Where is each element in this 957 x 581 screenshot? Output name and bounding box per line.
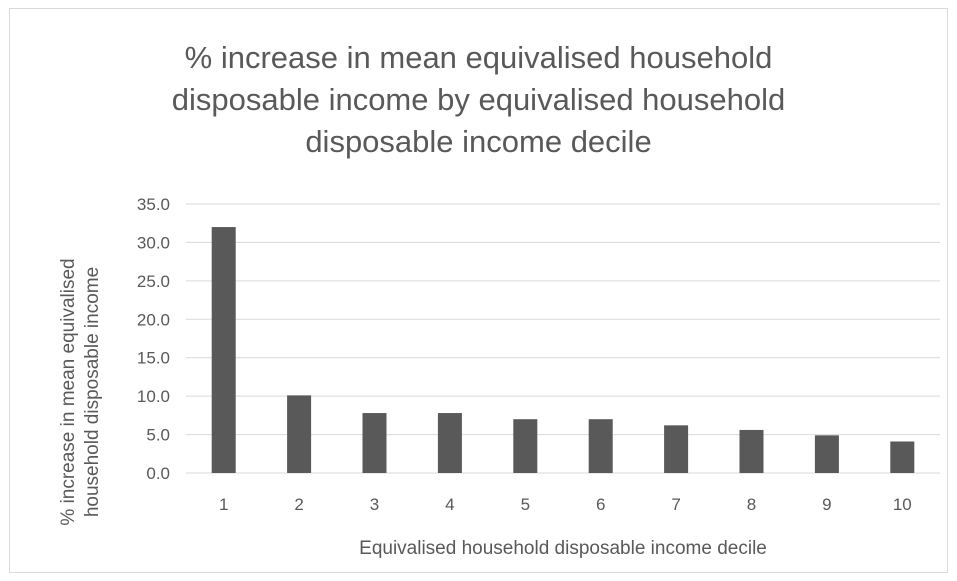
chart-title-line-3: disposable income decile bbox=[305, 124, 652, 159]
x-tick-label: 8 bbox=[747, 495, 756, 514]
bars bbox=[211, 227, 915, 473]
y-tick-label: 10.0 bbox=[137, 387, 170, 406]
bar bbox=[890, 441, 915, 473]
y-tick-label: 30.0 bbox=[137, 233, 170, 252]
x-tick-label: 6 bbox=[596, 495, 605, 514]
x-tick-label: 1 bbox=[219, 495, 228, 514]
bar bbox=[362, 413, 387, 473]
bar bbox=[513, 419, 538, 473]
x-tick-label: 4 bbox=[445, 495, 454, 514]
y-tick-label: 5.0 bbox=[146, 426, 170, 445]
x-tick-label: 9 bbox=[822, 495, 831, 514]
chart-title-line-1: % increase in mean equivalised household bbox=[184, 40, 773, 75]
bar bbox=[287, 395, 312, 473]
gridlines bbox=[186, 203, 940, 474]
chart-title-line-2: disposable income by equivalised househo… bbox=[171, 82, 786, 117]
y-tick-label: 15.0 bbox=[137, 349, 170, 368]
y-tick-label: 0.0 bbox=[146, 464, 170, 483]
x-tick-label: 3 bbox=[370, 495, 379, 514]
y-axis-label-line-1: % increase in mean equivalised bbox=[58, 258, 79, 525]
x-axis-label: Equivalised household disposable income … bbox=[359, 538, 767, 559]
y-tick-label: 20.0 bbox=[137, 310, 170, 329]
x-tick-label: 2 bbox=[294, 495, 303, 514]
y-tick-label: 25.0 bbox=[137, 272, 170, 291]
bar bbox=[814, 435, 839, 473]
y-axis-label-line-2: household disposable income bbox=[82, 267, 103, 517]
bar bbox=[664, 425, 689, 473]
chart-title: % increase in mean equivalised household… bbox=[0, 37, 957, 163]
bar bbox=[739, 429, 764, 473]
y-tick-label: 35.0 bbox=[137, 195, 170, 214]
x-tick-label: 5 bbox=[521, 495, 530, 514]
x-tick-label: 10 bbox=[893, 495, 912, 514]
chart-frame bbox=[9, 8, 948, 573]
bar bbox=[211, 227, 236, 473]
bar bbox=[437, 413, 462, 473]
x-tick-labels: 1 2 3 4 5 6 7 8 9 10 bbox=[219, 495, 912, 514]
y-tick-labels: 0.0 5.0 10.0 15.0 20.0 25.0 30.0 35.0 bbox=[137, 195, 170, 483]
y-axis-label: % increase in mean equivalised household… bbox=[58, 258, 103, 525]
bar bbox=[588, 419, 613, 473]
x-tick-label: 7 bbox=[671, 495, 680, 514]
